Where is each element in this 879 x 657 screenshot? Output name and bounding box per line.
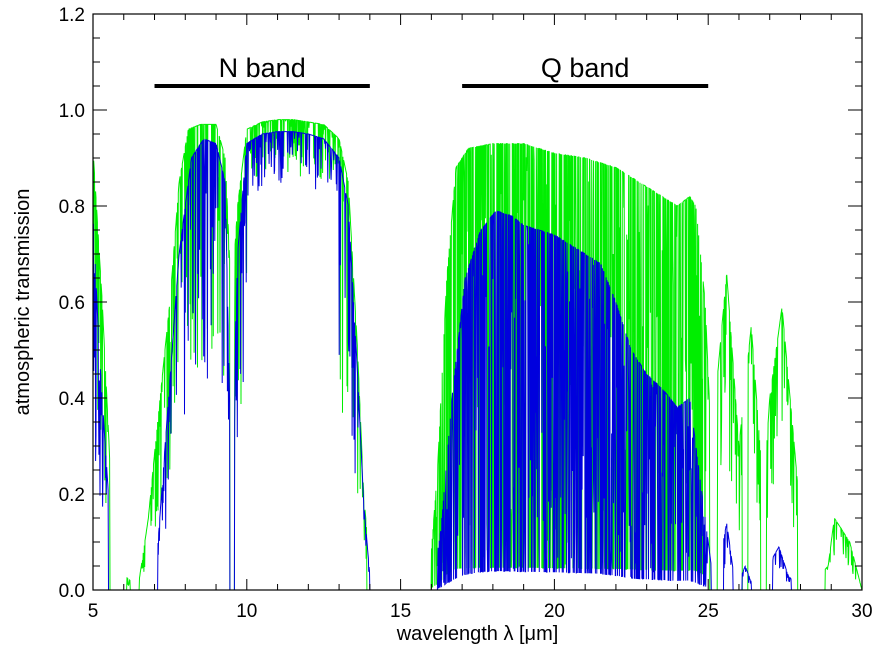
y-tick-label: 0.6 <box>59 293 85 314</box>
n-band-label: N band <box>219 53 306 83</box>
q-band-label: Q band <box>541 53 630 83</box>
tick-layer: 5 10 15 20 25 30 0.0 0.2 0.4 0.6 0.8 1.0 1.2 <box>59 5 873 622</box>
x-axis-label: wavelength λ [μm] <box>396 623 559 645</box>
y-tick-label: 0.8 <box>59 197 85 218</box>
y-tick-label: 0.4 <box>59 389 86 410</box>
y-axis-label: atmospheric transmission <box>12 189 34 416</box>
y-tick-label: 0.2 <box>59 485 85 506</box>
x-tick-label: 5 <box>88 601 99 622</box>
y-tick-label: 0.0 <box>59 581 85 602</box>
plot-area: N band Q band 5 10 15 20 25 30 0.0 0.2 0.4 0.6 0.8 1… <box>59 5 873 622</box>
x-tick-label: 15 <box>390 601 411 622</box>
x-tick-label: 25 <box>698 601 719 622</box>
series-layer <box>92 119 863 591</box>
y-tick-label: 1.2 <box>59 5 85 26</box>
y-tick-label: 1.0 <box>59 101 85 122</box>
band-layer: N band Q band <box>154 53 709 88</box>
x-tick-label: 20 <box>544 601 565 622</box>
x-tick-label: 10 <box>236 601 257 622</box>
x-tick-label: 30 <box>851 601 872 622</box>
